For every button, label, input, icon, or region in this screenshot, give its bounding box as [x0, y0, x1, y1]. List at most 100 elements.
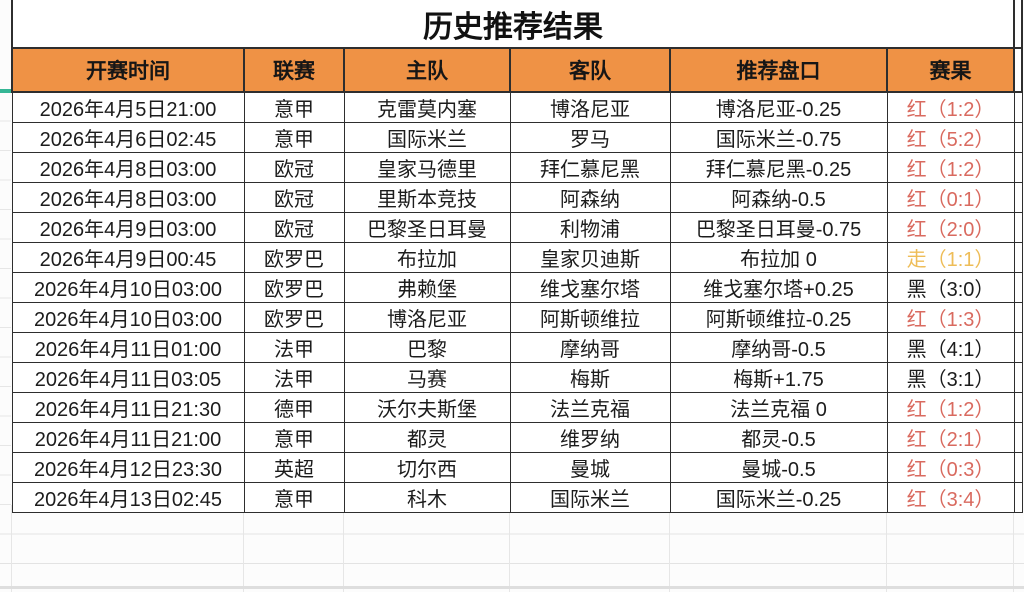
- cell-handicap[interactable]: 阿森纳-0.5: [669, 182, 888, 213]
- cell-home-team[interactable]: 弗赖堡: [343, 272, 511, 303]
- cell-league[interactable]: 欧罗巴: [243, 272, 345, 303]
- cell-handicap[interactable]: 阿斯顿维拉-0.25: [669, 302, 888, 333]
- cell-time[interactable]: 2026年4月11日01:00: [11, 332, 245, 363]
- narrow-spacer-cell: [1013, 272, 1023, 303]
- cell-result[interactable]: 红（2:1）: [886, 422, 1015, 453]
- narrow-spacer-cell: [1013, 422, 1023, 453]
- cell-time[interactable]: 2026年4月12日23:30: [11, 452, 245, 483]
- cell-home-team[interactable]: 沃尔夫斯堡: [343, 392, 511, 423]
- cell-league[interactable]: 意甲: [243, 482, 345, 513]
- cell-handicap[interactable]: 维戈塞尔塔+0.25: [669, 272, 888, 303]
- narrow-spacer-cell: [1013, 242, 1023, 273]
- cell-home-team[interactable]: 巴黎圣日耳曼: [343, 212, 511, 243]
- cell-league[interactable]: 法甲: [243, 362, 345, 393]
- cell-time[interactable]: 2026年4月8日03:00: [11, 182, 245, 213]
- cell-result[interactable]: 红（1:2）: [886, 91, 1015, 123]
- cell-away-team[interactable]: 维罗纳: [509, 422, 671, 453]
- page-title[interactable]: 历史推荐结果: [10, 0, 1016, 48]
- cell-result[interactable]: 黑（4:1）: [886, 332, 1015, 363]
- cell-league[interactable]: 欧冠: [243, 182, 345, 213]
- cell-handicap[interactable]: 摩纳哥-0.5: [669, 332, 888, 363]
- cell-away-team[interactable]: 皇家贝迪斯: [509, 242, 671, 273]
- cell-time[interactable]: 2026年4月8日03:00: [11, 152, 245, 183]
- cell-result[interactable]: 红（3:4）: [886, 482, 1015, 513]
- cell-time[interactable]: 2026年4月13日02:45: [11, 482, 245, 513]
- cell-away-team[interactable]: 梅斯: [509, 362, 671, 393]
- cell-league[interactable]: 欧罗巴: [243, 242, 345, 273]
- cell-handicap[interactable]: 巴黎圣日耳曼-0.75: [669, 212, 888, 243]
- cell-handicap[interactable]: 博洛尼亚-0.25: [669, 91, 888, 123]
- cell-league[interactable]: 欧冠: [243, 152, 345, 183]
- cell-away-team[interactable]: 摩纳哥: [509, 332, 671, 363]
- cell-result[interactable]: 红（1:2）: [886, 392, 1015, 423]
- cell-league[interactable]: 英超: [243, 452, 345, 483]
- cell-away-team[interactable]: 利物浦: [509, 212, 671, 243]
- cell-time[interactable]: 2026年4月11日21:30: [11, 392, 245, 423]
- header-league[interactable]: 联赛: [243, 47, 345, 93]
- cell-home-team[interactable]: 巴黎: [343, 332, 511, 363]
- cell-home-team[interactable]: 都灵: [343, 422, 511, 453]
- table-row: 2026年4月9日00:45 欧罗巴 布拉加 皇家贝迪斯 布拉加 0 走（1:1…: [11, 242, 1023, 273]
- cell-time[interactable]: 2026年4月10日03:00: [11, 302, 245, 333]
- cell-league[interactable]: 意甲: [243, 422, 345, 453]
- cell-league[interactable]: 德甲: [243, 392, 345, 423]
- cell-time[interactable]: 2026年4月9日03:00: [11, 212, 245, 243]
- cell-result[interactable]: 走（1:1）: [886, 242, 1015, 273]
- cell-result[interactable]: 红（2:0）: [886, 212, 1015, 243]
- cell-home-team[interactable]: 克雷莫内塞: [343, 91, 511, 123]
- narrow-spacer-cell: [1013, 392, 1023, 423]
- cell-away-team[interactable]: 维戈塞尔塔: [509, 272, 671, 303]
- header-home-team[interactable]: 主队: [343, 47, 511, 93]
- cell-home-team[interactable]: 博洛尼亚: [343, 302, 511, 333]
- table-row: 2026年4月5日21:00 意甲 克雷莫内塞 博洛尼亚 博洛尼亚-0.25 红…: [11, 91, 1023, 123]
- cell-time[interactable]: 2026年4月9日00:45: [11, 242, 245, 273]
- cell-time[interactable]: 2026年4月10日03:00: [11, 272, 245, 303]
- cell-home-team[interactable]: 布拉加: [343, 242, 511, 273]
- cell-handicap[interactable]: 国际米兰-0.25: [669, 482, 888, 513]
- cell-away-team[interactable]: 拜仁慕尼黑: [509, 152, 671, 183]
- cell-handicap[interactable]: 曼城-0.5: [669, 452, 888, 483]
- header-start-time[interactable]: 开赛时间: [11, 47, 245, 93]
- cell-away-team[interactable]: 法兰克福: [509, 392, 671, 423]
- cell-league[interactable]: 意甲: [243, 91, 345, 123]
- cell-league[interactable]: 意甲: [243, 122, 345, 153]
- gridline-vertical: [243, 505, 244, 592]
- cell-result[interactable]: 红（1:2）: [886, 152, 1015, 183]
- cell-handicap[interactable]: 国际米兰-0.75: [669, 122, 888, 153]
- header-result[interactable]: 赛果: [885, 47, 1016, 93]
- header-handicap[interactable]: 推荐盘口: [669, 47, 888, 93]
- cell-home-team[interactable]: 里斯本竞技: [343, 182, 511, 213]
- cell-league[interactable]: 欧罗巴: [243, 302, 345, 333]
- cell-handicap[interactable]: 拜仁慕尼黑-0.25: [669, 152, 888, 183]
- cell-result[interactable]: 红（5:2）: [886, 122, 1015, 153]
- cell-handicap[interactable]: 都灵-0.5: [669, 422, 888, 453]
- cell-home-team[interactable]: 国际米兰: [343, 122, 511, 153]
- cell-result[interactable]: 红（0:1）: [886, 182, 1015, 213]
- cell-home-team[interactable]: 皇家马德里: [343, 152, 511, 183]
- cell-away-team[interactable]: 博洛尼亚: [509, 91, 671, 123]
- cell-home-team[interactable]: 切尔西: [343, 452, 511, 483]
- cell-time[interactable]: 2026年4月11日21:00: [11, 422, 245, 453]
- cell-time[interactable]: 2026年4月6日02:45: [11, 122, 245, 153]
- cell-away-team[interactable]: 国际米兰: [509, 482, 671, 513]
- cell-time[interactable]: 2026年4月11日03:05: [11, 362, 245, 393]
- cell-result[interactable]: 红（0:3）: [886, 452, 1015, 483]
- cell-handicap[interactable]: 法兰克福 0: [669, 392, 888, 423]
- header-away-team[interactable]: 客队: [509, 47, 671, 93]
- cell-away-team[interactable]: 曼城: [509, 452, 671, 483]
- cell-result[interactable]: 黑（3:1）: [886, 362, 1015, 393]
- cell-away-team[interactable]: 阿斯顿维拉: [509, 302, 671, 333]
- cell-result[interactable]: 红（1:3）: [886, 302, 1015, 333]
- cell-league[interactable]: 法甲: [243, 332, 345, 363]
- cell-time[interactable]: 2026年4月5日21:00: [11, 91, 245, 123]
- cell-home-team[interactable]: 科木: [343, 482, 511, 513]
- cell-away-team[interactable]: 阿森纳: [509, 182, 671, 213]
- cell-result[interactable]: 黑（3:0）: [886, 272, 1015, 303]
- cell-away-team[interactable]: 罗马: [509, 122, 671, 153]
- cell-handicap[interactable]: 梅斯+1.75: [669, 362, 888, 393]
- cell-handicap[interactable]: 布拉加 0: [669, 242, 888, 273]
- title-row: 历史推荐结果: [10, 0, 1024, 48]
- cell-league[interactable]: 欧冠: [243, 212, 345, 243]
- cell-home-team[interactable]: 马赛: [343, 362, 511, 393]
- narrow-spacer-cell: [1013, 302, 1023, 333]
